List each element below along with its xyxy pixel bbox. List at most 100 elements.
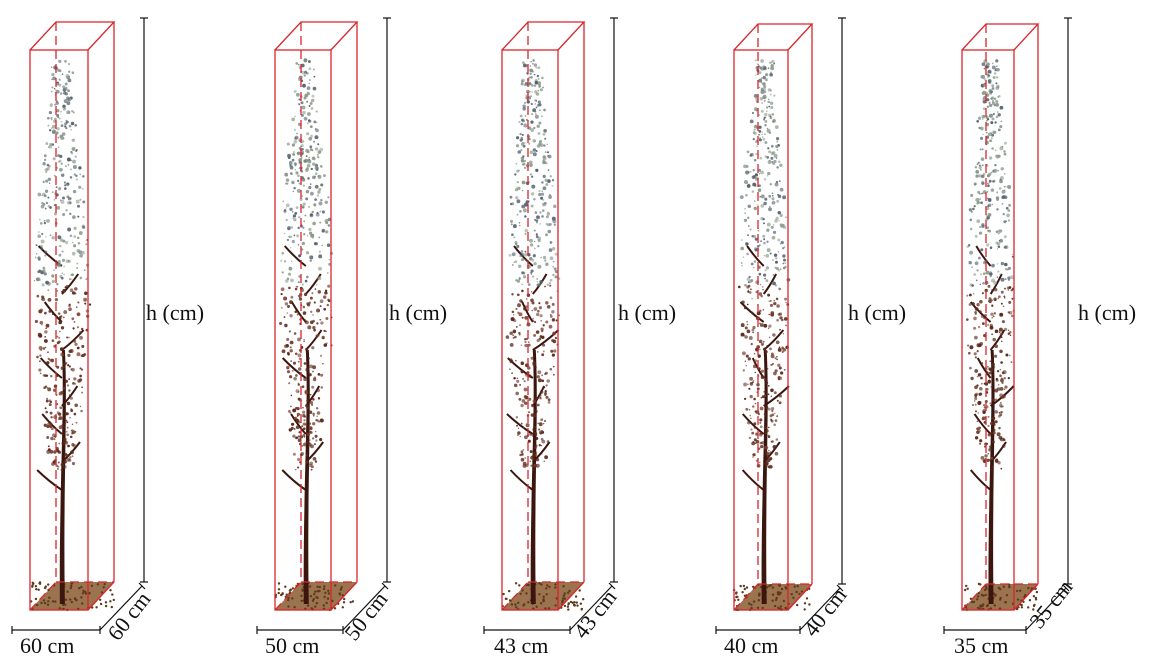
trunk — [303, 350, 310, 604]
depth-label: 60 cm — [102, 587, 155, 645]
depth-tick — [608, 582, 616, 590]
box-bottom-right-edge — [557, 581, 585, 611]
branch — [509, 469, 534, 491]
depth-dimension-line — [99, 582, 146, 631]
box-bottom-right-edge — [1013, 583, 1039, 611]
ground-patch — [734, 584, 812, 610]
branch — [61, 329, 85, 351]
bounding-box — [733, 23, 814, 611]
branch — [741, 413, 765, 435]
ground-patch — [275, 582, 357, 610]
box-hidden-left-edge — [274, 581, 302, 611]
tree-point-cloud — [962, 59, 1039, 611]
tree-point-cloud — [501, 59, 585, 611]
box-front-face — [501, 49, 559, 611]
trunk — [59, 350, 66, 604]
box-bottom-right-edge — [330, 581, 358, 611]
branch — [989, 329, 1006, 351]
panel-5: h (cm) 35 cm 35 cm — [943, 17, 1136, 658]
branch — [61, 273, 80, 295]
box-front-face — [274, 49, 332, 611]
tree-point-cloud — [732, 59, 812, 612]
ground-patch — [30, 582, 114, 610]
branch — [763, 385, 790, 407]
branch — [762, 273, 778, 295]
branch — [969, 469, 992, 491]
depth-dimension-line — [569, 582, 616, 631]
height-label: h (cm) — [146, 300, 204, 325]
branch — [513, 245, 534, 267]
depth-dimension-line — [799, 584, 844, 631]
box-hidden-left-edge — [501, 581, 529, 611]
width-label: 35 cm — [954, 633, 1008, 658]
depth-label: 43 cm — [568, 585, 621, 643]
branch — [281, 357, 307, 379]
height-dimension-line — [838, 17, 846, 585]
height-dimension-line — [383, 17, 391, 583]
branch — [989, 273, 1003, 295]
height-label: h (cm) — [389, 300, 447, 325]
branch — [989, 441, 1007, 463]
branch — [305, 273, 322, 295]
box-front-face — [29, 49, 89, 611]
branch — [532, 441, 551, 463]
depth-line — [342, 585, 386, 631]
branch — [283, 245, 307, 267]
branch — [36, 469, 63, 491]
depth-line — [799, 587, 841, 631]
box-top-edges — [274, 21, 359, 51]
panel-1: h (cm) 60 cm 60 cm — [11, 17, 204, 658]
height-label: h (cm) — [618, 300, 676, 325]
depth-tick — [138, 582, 146, 590]
height-label: h (cm) — [1078, 300, 1136, 325]
width-label: 50 cm — [265, 633, 319, 658]
panel-2: h (cm) 50 cm 50 cm — [256, 17, 447, 658]
width-label: 43 cm — [494, 633, 548, 658]
bounding-box — [961, 23, 1040, 611]
tree-point-cloud — [274, 58, 357, 612]
branch — [61, 385, 79, 407]
height-dimension-line — [610, 17, 618, 583]
branch — [281, 469, 307, 491]
branch — [39, 357, 63, 379]
box-hidden-left-edge — [961, 583, 987, 611]
box-hidden-left-edge — [733, 583, 759, 611]
branch — [763, 329, 785, 351]
depth-line — [99, 585, 143, 631]
branch — [973, 413, 992, 435]
box-bottom-right-edge — [87, 581, 115, 611]
depth-line — [1025, 587, 1067, 631]
box-top-edges — [29, 21, 116, 51]
depth-dimension-line — [1025, 584, 1070, 631]
branch — [506, 413, 534, 435]
branch — [975, 245, 992, 267]
box-front-face — [733, 49, 789, 611]
branch — [43, 301, 63, 323]
depth-tick — [1062, 584, 1070, 592]
depth-label: 40 cm — [798, 583, 851, 641]
depth-tick — [836, 584, 844, 592]
trunk — [988, 350, 995, 604]
branch — [762, 441, 781, 463]
panel-4: h (cm) 40 cm 40 cm — [715, 17, 906, 658]
tree-point-cloud — [30, 59, 116, 612]
width-label: 40 cm — [724, 633, 778, 658]
height-dimension-line — [1064, 17, 1072, 585]
width-label: 60 cm — [20, 633, 74, 658]
branch — [532, 329, 560, 351]
box-hidden-left-edge — [29, 581, 57, 611]
branch — [290, 413, 307, 435]
bounding-box — [274, 21, 359, 611]
trunk — [530, 350, 537, 604]
depth-label: 50 cm — [339, 587, 392, 645]
depth-line — [569, 585, 613, 631]
box-bottom-right-edge — [787, 583, 813, 611]
box-front-face — [961, 49, 1015, 611]
height-dimension-line — [140, 17, 148, 583]
bounding-box — [29, 21, 116, 611]
branch — [746, 245, 765, 267]
height-label: h (cm) — [848, 300, 906, 325]
depth-tick — [381, 582, 389, 590]
box-top-edges — [961, 23, 1040, 51]
